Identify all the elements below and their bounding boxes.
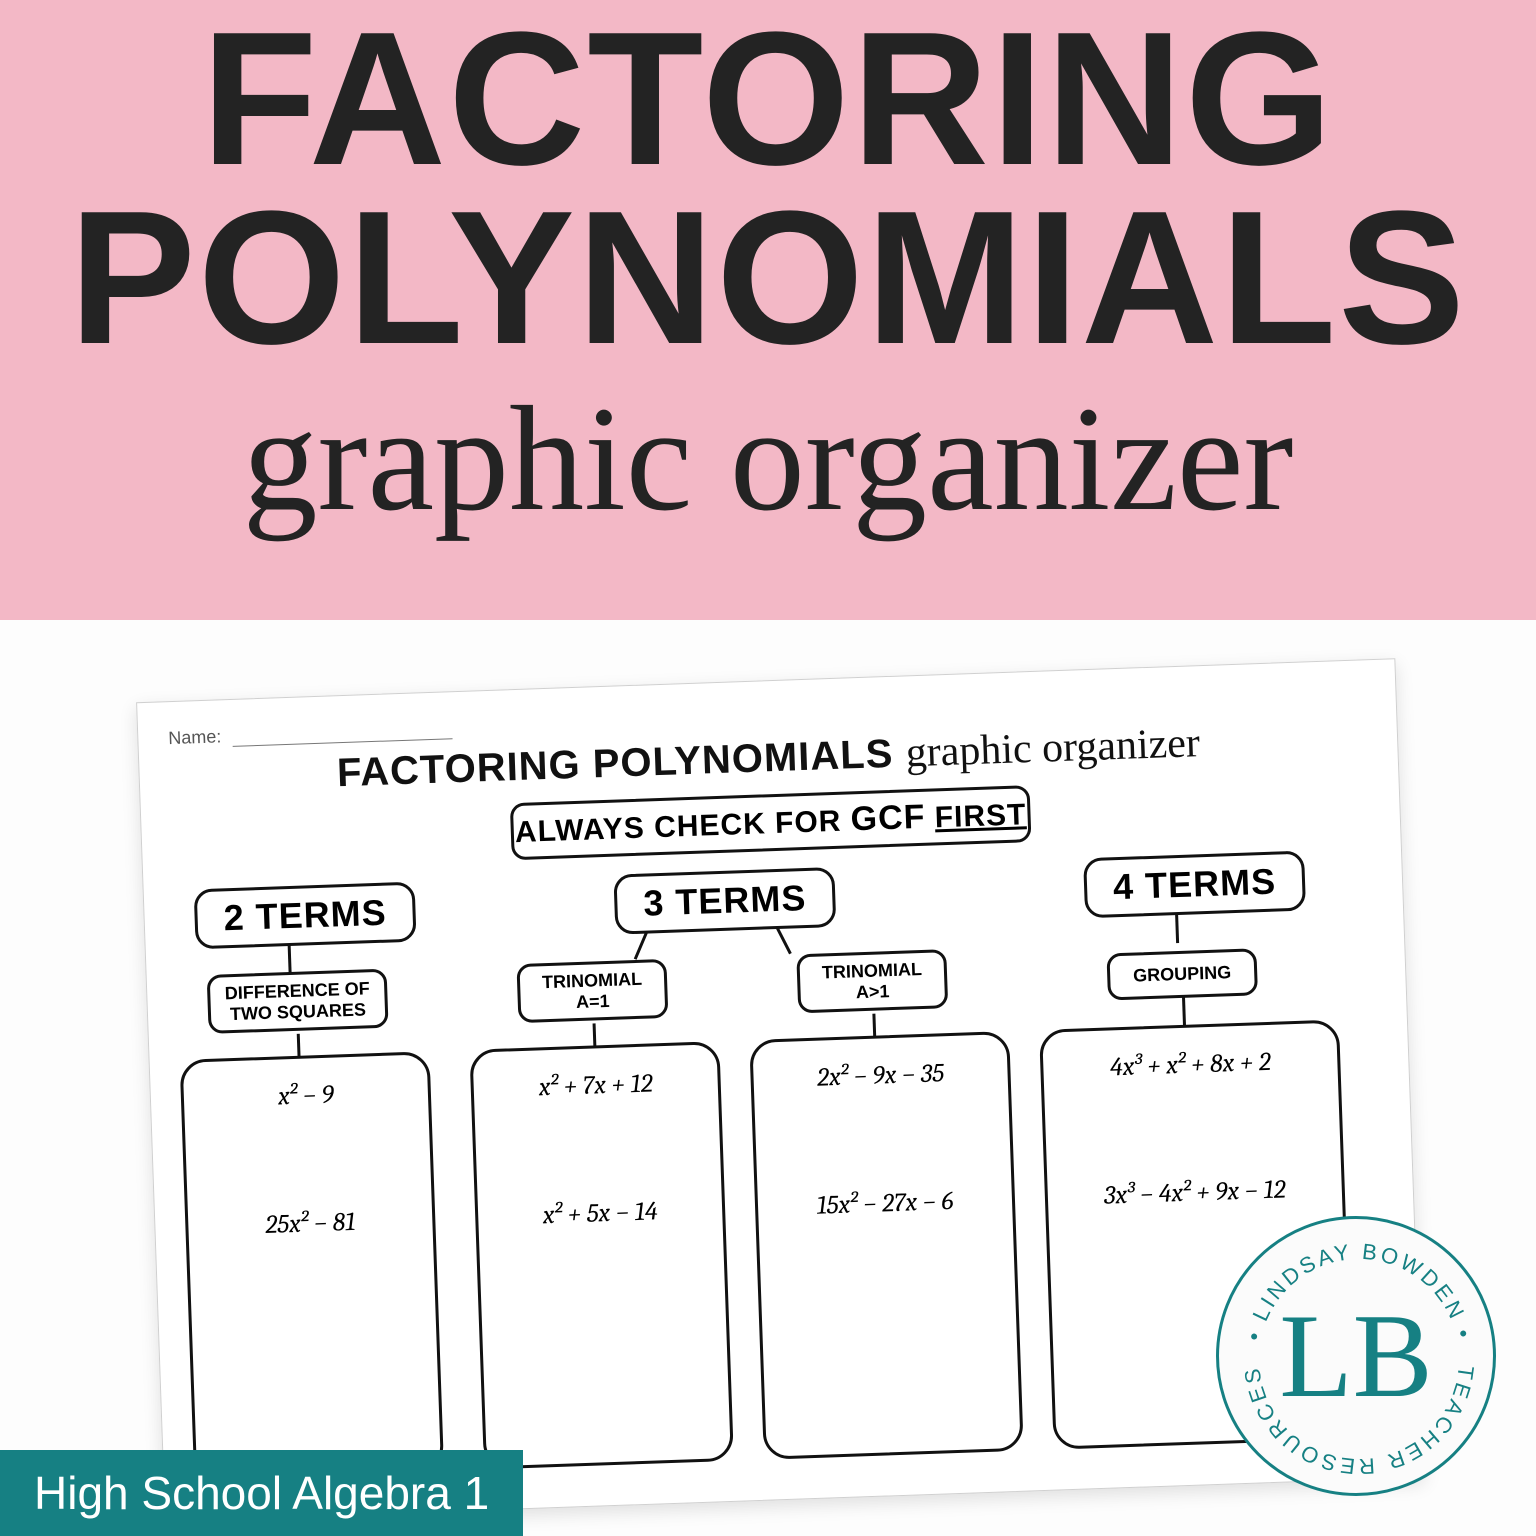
connector (775, 926, 791, 954)
method-grouping: GROUPING (1106, 948, 1258, 1000)
term-header-2: 2 TERMS (194, 882, 417, 950)
main-title: FACTORING POLYNOMIALS (69, 10, 1467, 367)
method-trinomial-a1: TRINOMIAL A=1 (516, 959, 668, 1024)
method-diff-squares: DIFFERENCE OF TWO SQUARES (207, 969, 389, 1035)
panel-3terms-a1: x² + 7x + 12 x² + 5x − 14 (469, 1041, 734, 1469)
connector (288, 944, 292, 974)
expr-3tag1-2: 15x² − 27x − 6 (816, 1186, 954, 1221)
logo-ring-top: • LINDSAY BOWDEN • (1241, 1239, 1477, 1343)
expr-2t-2: 25x² − 81 (265, 1207, 356, 1240)
gcf-suffix: FIRST (934, 798, 1027, 834)
connector (1175, 913, 1179, 943)
gcf-callout: ALWAYS CHECK FOR GCF FIRST (510, 785, 1032, 860)
method-tri-ag1-l2: A>1 (810, 979, 935, 1004)
method-tri-ag1-l1: TRINOMIAL (810, 959, 935, 984)
panel-2terms: x² − 9 25x² − 81 (180, 1051, 445, 1479)
panel-3terms-ag1: 2x² − 9x − 35 15x² − 27x − 6 (749, 1031, 1023, 1460)
term-header-3: 3 TERMS (613, 867, 836, 935)
connector (593, 1023, 597, 1047)
title-line-2: POLYNOMIALS (69, 189, 1467, 368)
connector (1182, 997, 1186, 1027)
product-card: FACTORING POLYNOMIALS graphic organizer … (0, 0, 1536, 1536)
brand-logo: • LINDSAY BOWDEN • TEACHER RESOURCES LB (1216, 1216, 1496, 1496)
method-trinomial-ag1: TRINOMIAL A>1 (796, 949, 948, 1014)
gcf-bold: GCF (850, 798, 926, 839)
category-badge-text: High School Algebra 1 (34, 1466, 489, 1520)
logo-ring-icon: • LINDSAY BOWDEN • TEACHER RESOURCES (1219, 1219, 1499, 1499)
method-diff-squares-l2: TWO SQUARES (221, 999, 376, 1025)
term-header-4: 4 TERMS (1083, 851, 1306, 919)
expr-4t-2: 3x³ − 4x² + 9x − 12 (1104, 1174, 1287, 1210)
method-tri-a1-l2: A=1 (530, 989, 655, 1014)
expr-3ta1-2: x² + 5x − 14 (542, 1196, 658, 1230)
connector (872, 1014, 876, 1038)
diagram-columns: 2 TERMS 3 TERMS 4 TERMS DIFFERENCE OF TW… (174, 848, 1392, 1489)
category-badge: High School Algebra 1 (0, 1450, 523, 1536)
header-band: FACTORING POLYNOMIALS graphic organizer (0, 0, 1536, 620)
title-line-1: FACTORING (69, 10, 1467, 189)
expr-2t-1: x² − 9 (278, 1080, 335, 1112)
name-label: Name: (168, 726, 222, 748)
expr-3ta1-1: x² + 7x + 12 (538, 1068, 653, 1102)
expr-4t-1: 4x³ + x² + 8x + 2 (1109, 1047, 1271, 1083)
connector (297, 1034, 301, 1058)
subtitle-script: graphic organizer (243, 377, 1294, 542)
expr-3tag1-1: 2x² − 9x − 35 (817, 1058, 945, 1092)
sheet-title-script: graphic organizer (905, 720, 1201, 776)
method-tri-a1-l1: TRINOMIAL (530, 968, 655, 993)
connector (634, 931, 648, 960)
sheet-title-bold: FACTORING POLYNOMIALS (336, 732, 894, 795)
gcf-prefix: ALWAYS CHECK FOR (514, 805, 842, 849)
logo-ring-bottom: TEACHER RESOURCES (1239, 1364, 1479, 1479)
